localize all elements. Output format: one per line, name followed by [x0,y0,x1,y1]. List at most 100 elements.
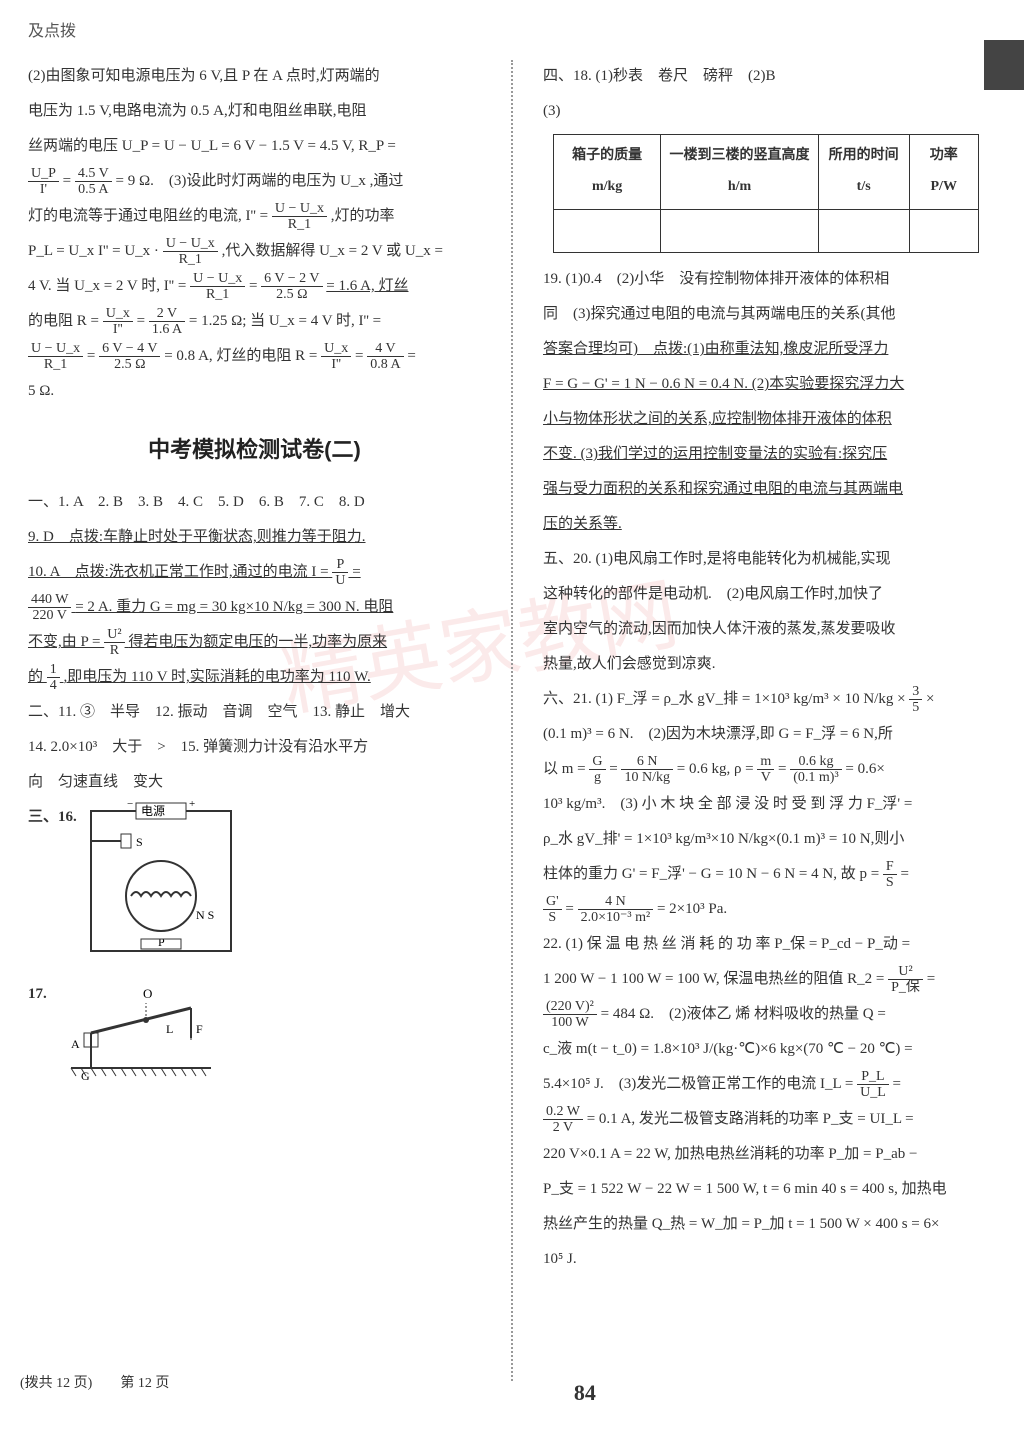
answer-q11: 二、11. ③ 半导 12. 振动 音调 空气 13. 静止 增大 [28,696,481,729]
footer-page: 84 [574,1369,596,1417]
left-column: (2)由图象可知电源电压为 6 V,且 P 在 A 点时,灯两端的 电压为 1.… [28,60,481,1381]
text: = 9 Ω. (3)设此时灯两端的电压为 U_x ,通过 [115,173,403,189]
th: 功率 P/W [909,135,978,210]
text: = 2 A. 重力 G = mg = 30 kg×10 N/kg = 300 N… [75,599,393,615]
label: 17. [28,986,47,1002]
fraction: U²R [104,627,124,659]
answer-q21: 六、21. (1) F_浮 = ρ_水 gV_排 = 1×10³ kg/m³ ×… [543,683,996,716]
answer-q20: 这种转化的部件是电动机. (2)电风扇工作时,加快了 [543,578,996,611]
text: ,代入数据解得 U_x = 2 V 或 U_x = [222,243,443,259]
fraction: U − U_xR_1 [163,236,218,268]
fraction: 6 N10 N/kg [621,754,673,786]
text: = 0.6× [845,761,884,777]
answer-q21: (0.1 m)³ = 6 N. (2)因为木块漂浮,即 G = F_浮 = 6 … [543,718,996,751]
answer-q22: 热丝产生的热量 Q_热 = W_加 = P_加 t = 1 500 W × 40… [543,1208,996,1241]
text-line: 丝两端的电压 U_P = U − U_L = 6 V − 1.5 V = 4.5… [28,130,481,163]
fraction: G'S [543,894,562,926]
fraction: 440 W220 V [28,592,71,624]
answer-q21: G'S = 4 N2.0×10⁻³ m² = 2×10³ Pa. [543,893,996,926]
fraction: 2 V1.6 A [149,306,185,338]
answer-q22: 0.2 W2 V = 0.1 A, 发光二极管支路消耗的功率 P_支 = UI_… [543,1103,996,1136]
two-column-content: (2)由图象可知电源电压为 6 V,且 P 在 A 点时,灯两端的 电压为 1.… [28,60,996,1381]
fraction: U²P_保 [888,964,923,996]
answer-q21: ρ_水 gV_排' = 1×10³ kg/m³×10 N/kg×(0.1 m)³… [543,823,996,856]
fraction: 6 V − 4 V2.5 Ω [99,341,160,373]
circuit-diagram-icon: 电源 − + S N S P [81,801,241,974]
fraction: mV [757,754,774,786]
answer-q19: 答案合理均可) 点拨:(1)由称重法知,橡皮泥所受浮力 [543,333,996,366]
text: 的 [28,669,43,685]
text: ,灯的功率 [331,208,395,224]
answer-q14: 14. 2.0×10³ 大于 > 15. 弹簧测力计没有沿水平方 [28,731,481,764]
figure-17-label: 17. O L F A G [28,978,481,1101]
footer-right [1000,1369,1004,1417]
fraction: U − U_xR_1 [28,341,83,373]
fraction: 0.6 kg(0.1 m)³ [790,754,841,786]
text: ,即电压为 110 V 时,实际消耗的电功率为 110 W. [64,669,371,685]
fraction: 0.2 W2 V [543,1104,583,1136]
section-title: 中考模拟检测试卷(二) [28,426,481,474]
text: 的电阻 R = [28,313,99,329]
text-line: 5 Ω. [28,375,481,408]
answer-q22: (220 V)²100 W = 484 Ω. (2)液体乙 烯 材料吸收的热量 … [543,998,996,1031]
fraction: P_LU_L [857,1069,889,1101]
fraction: (220 V)²100 W [543,999,597,1031]
text: = 0.8 A, 灯丝的电阻 R = [164,348,317,364]
fraction: 4.5 V0.5 A [75,166,112,198]
answer-q19: 压的关系等. [543,508,996,541]
text: 不变,由 P = [28,634,101,650]
th: 所用的时间 t/s [818,135,909,210]
formula-line: 的电阻 R = U_xI'' = 2 V1.6 A = 1.25 Ω; 当 U_… [28,305,481,338]
text: 六、21. (1) F_浮 = ρ_水 gV_排 = 1×10³ kg/m³ ×… [543,691,906,707]
th: 箱子的质量 m/kg [554,135,661,210]
answer-q18b: (3) [543,95,996,128]
fraction: U − U_xR_1 [272,201,327,233]
header-dots: ○ ○ ○ ○ ○ ○ ○ ○ ○ ○ ○ ○ ○ ○ ○ ○ ○ ○ ○ ○ … [28,40,964,48]
answer-q22: 5.4×10⁵ J. (3)发光二极管正常工作的电流 I_L = P_LU_L … [543,1068,996,1101]
answer-q10e: 的 14 ,即电压为 110 V 时,实际消耗的电功率为 110 W. [28,661,481,694]
table-empty-row [554,209,979,253]
svg-text:−: − [127,801,133,810]
answer-q19: 19. (1)0.4 (2)小华 没有控制物体排开液体的体积相 [543,263,996,296]
svg-text:L: L [166,1022,173,1036]
right-column: 四、18. (1)秒表 卷尺 磅秤 (2)B (3) 箱子的质量 m/kg 一楼… [543,60,996,1381]
text: 以 m = [543,761,586,777]
text: P_L = U_x I'' = U_x · [28,243,163,259]
text: = 0.6 kg, ρ = [677,761,754,777]
fraction: PU [332,557,348,589]
page-footer: (拨共 12 页) 第 12 页 84 [20,1369,1004,1417]
formula-line: U − U_xR_1 = 6 V − 4 V2.5 Ω = 0.8 A, 灯丝的… [28,340,481,373]
svg-text:+: + [189,801,195,810]
figure-16-label: 三、16. 电源 − + S N S P [28,801,481,974]
answer-q19: F = G − G' = 1 N − 0.6 N = 0.4 N. (2)本实验… [543,368,996,401]
answer-q19: 同 (3)探究通过电阻的电流与其两端电压的关系(其他 [543,298,996,331]
fraction: Gg [589,754,605,786]
column-divider [511,60,513,1381]
answer-q19: 不变. (3)我们学过的运用控制变量法的实验有:探究压 [543,438,996,471]
text: = 0.1 A, 发光二极管支路消耗的功率 P_支 = UI_L = [587,1111,914,1127]
answer-q22: c_液 m(t − t_0) = 1.8×10³ J/(kg·℃)×6 kg×(… [543,1033,996,1066]
th: 一楼到三楼的竖直高度 h/m [661,135,818,210]
answer-q22: 220 V×0.1 A = 22 W, 加热电热丝消耗的功率 P_加 = P_a… [543,1138,996,1171]
text: 得若电压为额定电压的一半,功率为原来 [128,634,387,650]
text: 1 200 W − 1 100 W = 100 W, 保温电热丝的阻值 R_2 … [543,971,884,987]
fraction: U_xI'' [321,341,351,373]
answer-q10c: 不变,由 P = U²R 得若电压为额定电压的一半,功率为原来 [28,626,481,659]
formula-line: 灯的电流等于通过电阻丝的电流, I'' = U − U_xR_1 ,灯的功率 [28,200,481,233]
svg-text:F: F [196,1022,203,1036]
answer-q20: 热量,故人们会感觉到凉爽. [543,648,996,681]
text: 灯的电流等于通过电阻丝的电流, I'' = [28,208,268,224]
answer-q19: 强与受力面积的关系和探究通过电阻的电流与其两端电 [543,473,996,506]
svg-text:A: A [71,1037,80,1051]
fraction: 4 V0.8 A [367,341,403,373]
text: = 484 Ω. (2)液体乙 烯 材料吸收的热量 Q = [601,1006,886,1022]
fraction: 4 N2.0×10⁻³ m² [578,894,654,926]
svg-text:P: P [158,935,165,949]
answer-q22: 10⁵ J. [543,1243,996,1276]
formula-line: 4 V. 当 U_x = 2 V 时, I'' = U − U_xR_1 = 6… [28,270,481,303]
answer-q18: 四、18. (1)秒表 卷尺 磅秤 (2)B [543,60,996,93]
answer-q20: 五、20. (1)电风扇工作时,是将电能转化为机械能,实现 [543,543,996,576]
answer-q21: 10³ kg/m³. (3) 小 木 块 全 部 浸 没 时 受 到 浮 力 F… [543,788,996,821]
lever-diagram-icon: O L F A G [51,978,221,1101]
answer-q21: 以 m = Gg = 6 N10 N/kg = 0.6 kg, ρ = mV =… [543,753,996,786]
